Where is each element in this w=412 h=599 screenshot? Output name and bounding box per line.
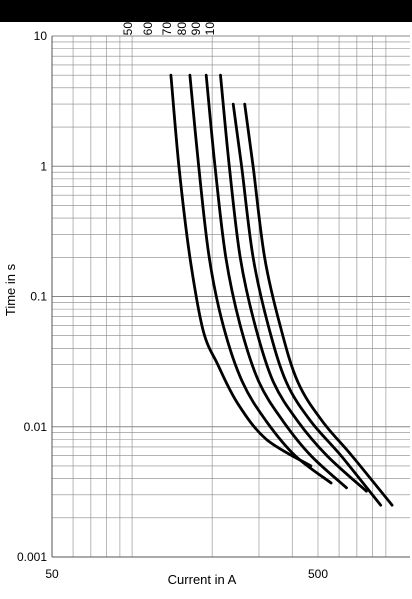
curve-50: [169, 73, 313, 468]
curves: [169, 73, 394, 507]
curve-label: 90: [189, 22, 203, 36]
y-tick-label: 0.01: [24, 420, 48, 434]
curve-label: 50: [121, 22, 135, 36]
curve-90: [231, 102, 383, 507]
tick-labels: 10 1 0.1 0.01 0.001 50 500: [17, 29, 328, 581]
top-bar: [0, 0, 412, 22]
y-tick-label: 10: [34, 29, 48, 43]
y-tick-label: 0.1: [30, 290, 47, 304]
curve-labels: 50 60 70 80 90 10: [121, 22, 217, 36]
grid: [51, 35, 410, 558]
curve-70: [204, 73, 348, 490]
curve-label: 60: [141, 22, 155, 36]
curve-label: 80: [175, 22, 189, 36]
curve-label: 10: [203, 22, 217, 36]
curve-label: 70: [160, 22, 174, 36]
x-tick-label: 50: [45, 567, 59, 581]
y-axis-title: Time in s: [3, 263, 18, 316]
x-tick-label: 500: [308, 567, 328, 581]
y-tick-label: 1: [40, 159, 47, 173]
y-tick-label: 0.001: [17, 550, 47, 564]
x-axis-title: Current in A: [168, 572, 237, 587]
curve-100: [243, 102, 394, 507]
curve-80: [219, 73, 368, 493]
curve-60: [188, 73, 333, 485]
